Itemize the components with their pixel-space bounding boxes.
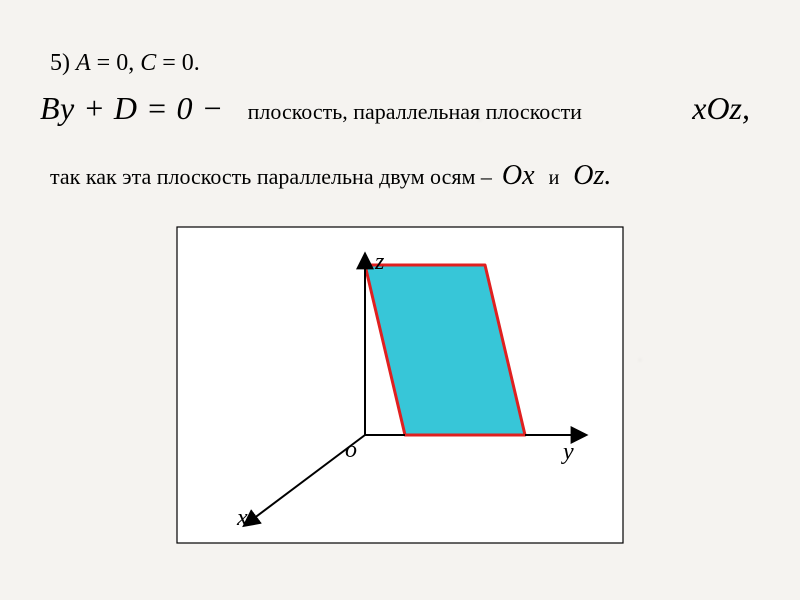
and-label: и <box>549 167 560 190</box>
axis-oz-label: Oz. <box>573 160 611 192</box>
case-number: 5) <box>50 50 76 76</box>
diagram-container: z x y o <box>175 225 625 545</box>
var-c: C <box>140 50 156 76</box>
eq-zero-c: = 0. <box>156 50 200 76</box>
svg-text:y: y <box>561 439 574 465</box>
var-a: A <box>76 50 91 76</box>
svg-text:x: x <box>236 505 248 531</box>
equation-row: By + D = 0 − плоскость, параллельная пло… <box>40 90 760 127</box>
plane-equation: By + D = 0 − <box>40 90 224 127</box>
explanation-text: так как эта плоскость параллельна двум о… <box>50 164 492 190</box>
plane-xoz-label: xOz, <box>692 90 750 127</box>
svg-text:o: o <box>345 437 357 463</box>
diagram-svg: z x y o <box>175 225 625 545</box>
axis-ox-label: Ox <box>502 160 535 192</box>
svg-text:z: z <box>374 249 385 275</box>
case-heading: 5) A = 0, C = 0. <box>50 50 200 77</box>
plane-description: плоскость, параллельная плоскости <box>248 99 582 125</box>
eq-zero-a: = 0, <box>91 50 141 76</box>
explanation-row: так как эта плоскость параллельна двум о… <box>50 160 760 192</box>
